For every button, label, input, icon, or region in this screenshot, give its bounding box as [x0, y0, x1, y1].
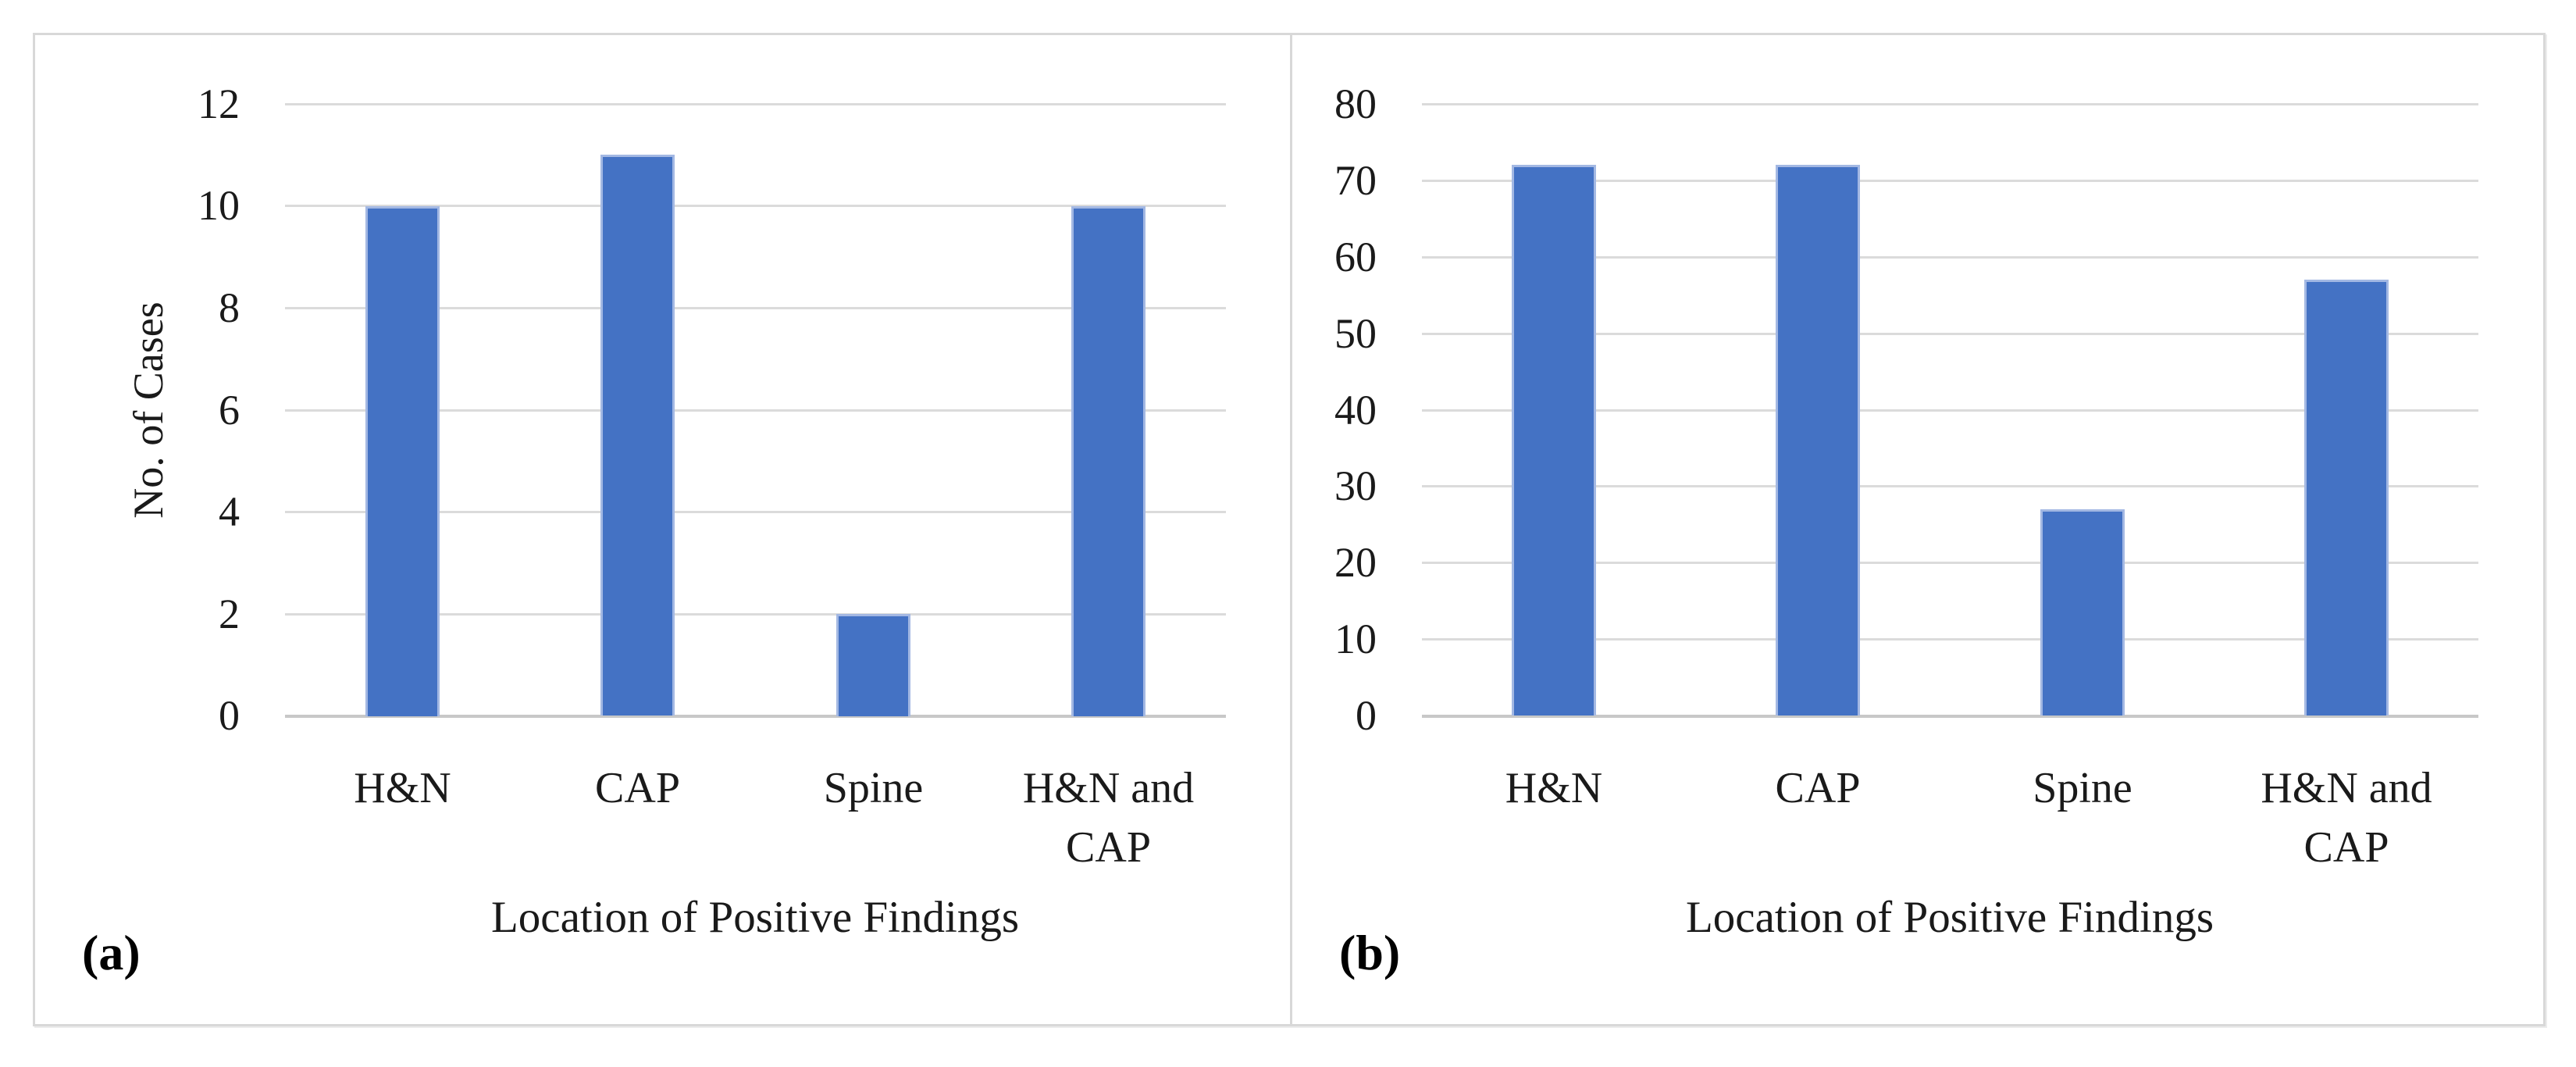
- bar-hnn-and-cap: [2304, 280, 2389, 715]
- y-tick-label-10: 10: [1334, 616, 1377, 662]
- panel-divider: [1290, 35, 1292, 1024]
- y-tick-label-2: 2: [219, 591, 240, 637]
- y-tick-label-0: 0: [219, 692, 240, 739]
- bar-spine: [2040, 509, 2125, 715]
- bar-spine: [836, 614, 910, 716]
- gridline-y10: [285, 205, 1226, 207]
- gridline-y10: [1422, 638, 2478, 641]
- y-tick-label-60: 60: [1334, 234, 1377, 280]
- y-tick-label-30: 30: [1334, 462, 1377, 509]
- x-axis-line: [285, 715, 1226, 718]
- x-category-label-hnn-and-cap: H&N and CAP: [2261, 764, 2432, 872]
- gridline-y2: [285, 613, 1226, 616]
- y-tick-label-8: 8: [219, 284, 240, 331]
- y-tick-label-6: 6: [219, 387, 240, 434]
- bar-hnn-and-cap: [1071, 206, 1145, 716]
- bar-hnn: [1512, 165, 1596, 715]
- y-tick-label-80: 80: [1334, 80, 1377, 127]
- gridline-y6: [285, 409, 1226, 412]
- x-category-label-hnn: H&N: [354, 764, 451, 812]
- bar-cap: [600, 155, 675, 715]
- gridline-y40: [1422, 409, 2478, 412]
- gridline-y4: [285, 511, 1226, 513]
- y-tick-label-20: 20: [1334, 539, 1377, 586]
- gridline-y60: [1422, 256, 2478, 259]
- y-tick-label-70: 70: [1334, 157, 1377, 204]
- gridline-y12: [285, 103, 1226, 105]
- x-category-label-hnn-and-cap: H&N and CAP: [1022, 764, 1195, 872]
- gridline-y8: [285, 307, 1226, 309]
- y-tick-label-12: 12: [198, 80, 240, 127]
- panel-label-a: (a): [82, 925, 141, 980]
- x-axis-line: [1422, 715, 2478, 718]
- y-tick-label-50: 50: [1334, 310, 1377, 357]
- gridline-y30: [1422, 485, 2478, 487]
- y-tick-label-4: 4: [219, 488, 240, 535]
- x-axis-title-a: Location of Positive Findings: [490, 893, 1020, 942]
- panel-label-b: (b): [1339, 925, 1401, 980]
- gridline-y80: [1422, 103, 2478, 105]
- x-category-label-hnn: H&N: [1505, 764, 1603, 812]
- x-axis-title-b: Location of Positive Findings: [1685, 893, 2214, 942]
- x-category-label-cap: CAP: [595, 764, 680, 812]
- x-category-label-spine: Spine: [2033, 764, 2132, 812]
- gridline-y20: [1422, 562, 2478, 564]
- y-tick-label-10: 10: [198, 182, 240, 229]
- y-tick-label-0: 0: [1356, 692, 1377, 739]
- x-category-label-cap: CAP: [1775, 764, 1861, 812]
- bar-cap: [1776, 165, 1860, 715]
- two-panel-bar-figure: No. of Cases Location of Positive Findin…: [33, 33, 2546, 1026]
- gridline-y50: [1422, 333, 2478, 335]
- y-tick-label-40: 40: [1334, 387, 1377, 434]
- bar-hnn: [365, 206, 440, 716]
- x-category-label-spine: Spine: [823, 764, 924, 812]
- gridline-y70: [1422, 180, 2478, 182]
